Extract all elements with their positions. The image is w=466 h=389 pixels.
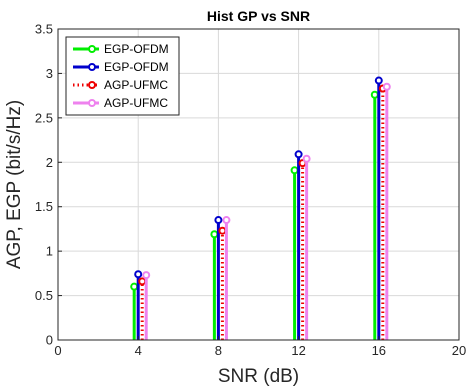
- stem-marker-series-2: [218, 226, 227, 235]
- legend-label: AGP-UFMC: [104, 78, 168, 92]
- y-tick-label: 0.5: [35, 288, 53, 303]
- y-tick-label: 2.5: [35, 110, 53, 125]
- legend-swatch-marker: [88, 45, 96, 53]
- stem-marker-series-0: [370, 90, 379, 99]
- plot-area-frame: [57, 28, 460, 341]
- axis-ticks: 0 4 8 12 16 20 0 0.5 1 1.5 2 2.5 3 3.5: [35, 22, 466, 359]
- x-tick-label: 16: [372, 343, 386, 358]
- legend-swatch-marker: [88, 63, 96, 71]
- stem-marker-series-3: [302, 154, 311, 163]
- legend-label: EGP-OFDM: [104, 42, 169, 56]
- x-tick-label: 12: [291, 343, 305, 358]
- stem-marker-series-0: [210, 230, 219, 239]
- y-tick-label: 3.5: [35, 22, 53, 37]
- y-axis-title: AGP, EGP (bit/s/Hz): [4, 100, 25, 269]
- x-tick-label: 8: [215, 343, 222, 358]
- chart-title: Hist GP vs SNR: [207, 8, 310, 24]
- stem-marker-series-2: [138, 277, 147, 286]
- legend-label: EGP-OFDM: [104, 60, 169, 74]
- legend-swatch-marker: [88, 99, 96, 107]
- stem-marker-series-0: [290, 166, 299, 175]
- x-tick-label: 4: [135, 343, 142, 358]
- y-tick-label: 3: [46, 66, 53, 81]
- stem-marker-series-3: [142, 271, 151, 280]
- x-tick-label: 20: [452, 343, 466, 358]
- legend: EGP-OFDM EGP-OFDM AGP-UFMC AGP-UFMC: [65, 36, 180, 116]
- stem-marker-series-0: [130, 282, 139, 291]
- x-axis-title: SNR (dB): [218, 366, 299, 387]
- legend-swatch-marker: [88, 81, 96, 89]
- y-tick-label: 2: [46, 155, 53, 170]
- legend-label: AGP-UFMC: [104, 96, 168, 110]
- stem-marker-series-1: [374, 76, 383, 85]
- y-tick-label: 1.5: [35, 199, 53, 214]
- stem-marker-series-1: [294, 150, 303, 159]
- x-tick-label: 0: [54, 343, 61, 358]
- stem-marker-series-1: [214, 216, 223, 225]
- stem-marker-series-3: [222, 216, 231, 225]
- stem-marker-series-3: [382, 82, 391, 91]
- y-tick-label: 1: [46, 244, 53, 259]
- y-tick-label: 0: [46, 333, 53, 348]
- stem-marker-series-1: [134, 270, 143, 279]
- data-stems: [130, 76, 391, 340]
